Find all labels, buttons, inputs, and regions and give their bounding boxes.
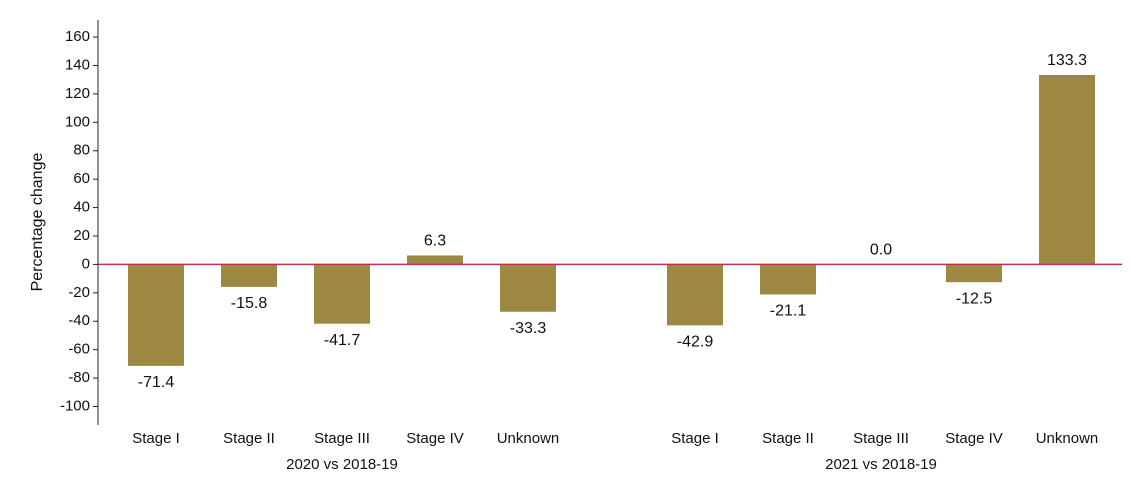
y-tick-label: 120 bbox=[65, 85, 90, 102]
value-label: 6.3 bbox=[424, 233, 446, 250]
bar bbox=[946, 264, 1002, 283]
value-label: -42.9 bbox=[677, 334, 714, 351]
bar bbox=[760, 264, 816, 295]
y-axis-label: Percentage change bbox=[29, 153, 46, 292]
y-tick-label: -80 bbox=[68, 369, 90, 386]
y-tick-label: -60 bbox=[68, 341, 90, 358]
value-label: -71.4 bbox=[138, 374, 175, 391]
bar bbox=[221, 264, 277, 287]
bar bbox=[407, 255, 463, 265]
y-tick-label: 80 bbox=[73, 142, 90, 159]
bar bbox=[128, 264, 184, 366]
value-label: 133.3 bbox=[1047, 52, 1087, 69]
value-label: -33.3 bbox=[510, 320, 547, 337]
value-label: 0.0 bbox=[870, 242, 892, 259]
y-tick-label: 0 bbox=[82, 255, 90, 272]
y-tick-label: 140 bbox=[65, 56, 90, 73]
group-label: 2021 vs 2018-19 bbox=[825, 456, 937, 473]
x-tick-label: Unknown bbox=[1036, 430, 1099, 447]
y-tick-label: -40 bbox=[68, 312, 90, 329]
x-tick-label: Stage II bbox=[762, 430, 814, 447]
y-tick-label: 100 bbox=[65, 113, 90, 130]
group-label: 2020 vs 2018-19 bbox=[286, 456, 398, 473]
x-tick-label: Stage I bbox=[671, 430, 719, 447]
y-tick-label: -100 bbox=[60, 397, 90, 414]
x-tick-label: Stage II bbox=[223, 430, 275, 447]
bar bbox=[314, 264, 370, 324]
bar bbox=[667, 264, 723, 326]
y-tick-label: 60 bbox=[73, 170, 90, 187]
x-tick-label: Stage IV bbox=[406, 430, 464, 447]
y-tick-label: 40 bbox=[73, 199, 90, 216]
y-tick-label: 160 bbox=[65, 28, 90, 45]
x-tick-label: Unknown bbox=[497, 430, 560, 447]
value-label: -12.5 bbox=[956, 290, 993, 307]
bar bbox=[500, 264, 556, 312]
x-tick-label: Stage III bbox=[314, 430, 370, 447]
x-tick-label: Stage III bbox=[853, 430, 909, 447]
x-tick-label: Stage IV bbox=[945, 430, 1003, 447]
y-tick-label: 20 bbox=[73, 227, 90, 244]
value-label: -15.8 bbox=[231, 295, 268, 312]
value-label: -21.1 bbox=[770, 303, 807, 320]
y-tick-label: -20 bbox=[68, 284, 90, 301]
value-label: -41.7 bbox=[324, 332, 361, 349]
x-tick-label: Stage I bbox=[132, 430, 180, 447]
bar bbox=[1039, 74, 1095, 265]
